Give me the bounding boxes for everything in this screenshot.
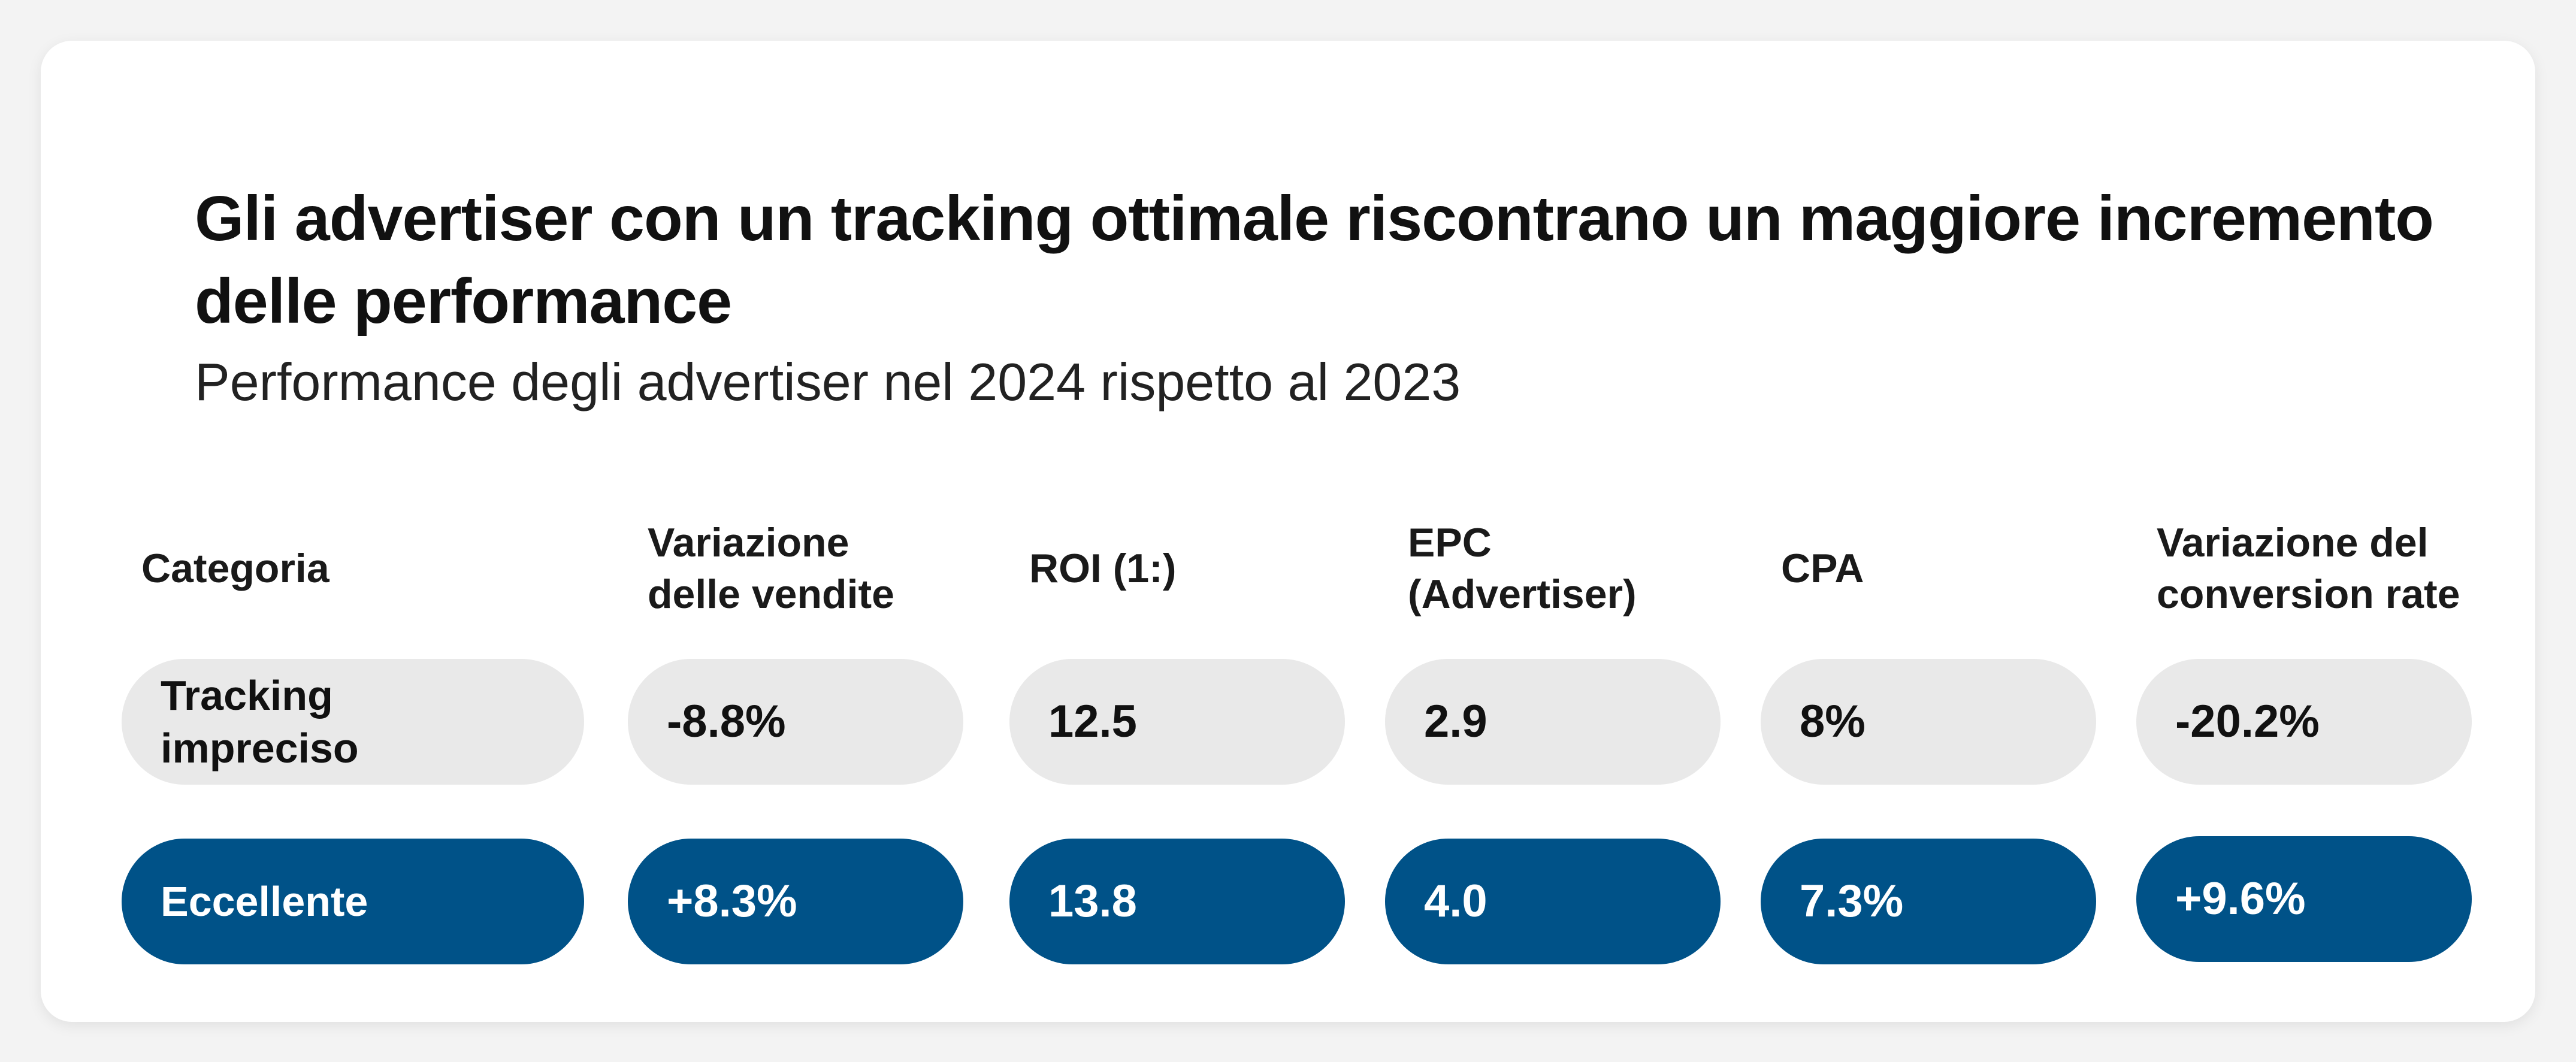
cell-value: +9.6% xyxy=(2175,873,2306,924)
row-tracking-impreciso-category: Tracking impreciso xyxy=(122,659,584,785)
cell-value: 4.0 xyxy=(1424,876,1487,927)
cell-value: 8% xyxy=(1800,696,1866,747)
category-label: Eccellente xyxy=(161,878,368,925)
chart-subtitle: Performance degli advertiser nel 2024 ri… xyxy=(195,352,1461,412)
cell-tracking-impreciso-cpa: 8% xyxy=(1761,659,2096,785)
cell-tracking-impreciso-variazione-vendite: -8.8% xyxy=(628,659,963,785)
cell-value: -20.2% xyxy=(2175,696,2320,747)
cell-eccellente-conversion-rate: +9.6% xyxy=(2136,836,2472,962)
cell-value: 2.9 xyxy=(1424,696,1487,747)
column-header-variazione-conversion-rate: Variazione del conversion rate xyxy=(2157,520,2460,617)
cell-tracking-impreciso-roi: 12.5 xyxy=(1009,659,1345,785)
cell-eccellente-variazione-vendite: +8.3% xyxy=(628,839,963,964)
cell-eccellente-roi: 13.8 xyxy=(1009,839,1345,964)
column-header-cpa: CPA xyxy=(1781,546,1864,591)
column-header-roi: ROI (1:) xyxy=(1029,546,1177,591)
chart-title: Gli advertiser con un tracking ottimale … xyxy=(195,183,2434,337)
column-header-categoria: Categoria xyxy=(141,546,329,591)
cell-value: 12.5 xyxy=(1048,696,1137,747)
cell-value: -8.8% xyxy=(667,696,786,747)
cell-value: +8.3% xyxy=(667,876,797,927)
cell-tracking-impreciso-epc: 2.9 xyxy=(1385,659,1721,785)
cell-value: 13.8 xyxy=(1048,876,1137,927)
cell-value: 7.3% xyxy=(1800,876,1904,927)
chart-card: Gli advertiser con un tracking ottimale … xyxy=(41,41,2535,1022)
cell-tracking-impreciso-conversion-rate: -20.2% xyxy=(2136,659,2472,785)
cell-eccellente-epc: 4.0 xyxy=(1385,839,1721,964)
row-eccellente-category: Eccellente xyxy=(122,839,584,964)
category-label: Tracking impreciso xyxy=(161,672,359,771)
column-header-variazione-vendite: Variazione delle vendite xyxy=(648,520,894,617)
column-header-epc: EPC (Advertiser) xyxy=(1408,520,1637,617)
cell-eccellente-cpa: 7.3% xyxy=(1761,839,2096,964)
